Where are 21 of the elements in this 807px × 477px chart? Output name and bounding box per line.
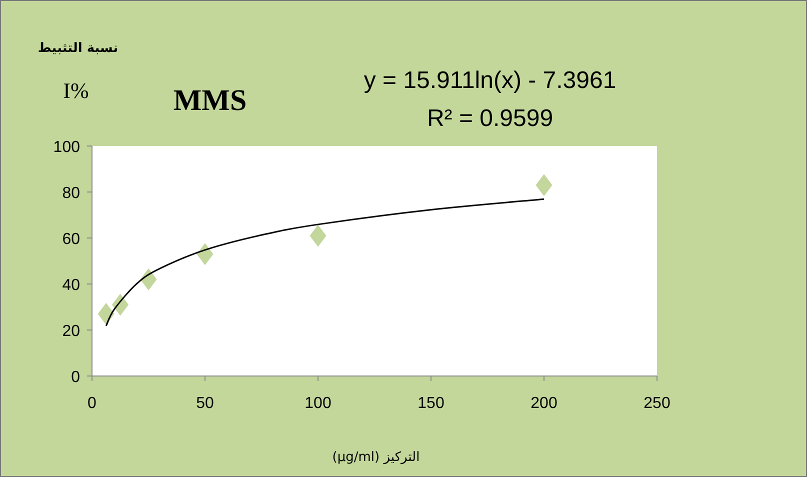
x-axis-title: التركيز (µg/ml) (332, 450, 420, 465)
y-tick-label: 100 (53, 139, 80, 156)
x-tick-label: 150 (418, 395, 444, 412)
x-tick-label: 100 (304, 395, 332, 412)
y-axis-title: I% (63, 78, 89, 103)
y-tick-label: 60 (62, 231, 80, 248)
x-tick-label: 250 (644, 395, 670, 412)
y-tick-label: 80 (62, 185, 80, 202)
x-tick-label: 200 (530, 395, 558, 412)
y-tick-label: 0 (71, 369, 80, 386)
chart-subtitle: نسبة التثبيط (38, 41, 118, 56)
x-tick-label: 0 (88, 395, 97, 412)
chart-title: MMS (173, 84, 247, 117)
point (536, 174, 552, 196)
y-tick-label: 20 (62, 323, 80, 340)
y-tick-label: 40 (62, 277, 80, 294)
text: R² = 0.9599 (426, 105, 554, 132)
text: y = 15.911ln(x) - 7.3961 (364, 67, 616, 94)
point (310, 224, 326, 247)
point (196, 243, 214, 266)
x-tick-label: 50 (196, 395, 214, 412)
